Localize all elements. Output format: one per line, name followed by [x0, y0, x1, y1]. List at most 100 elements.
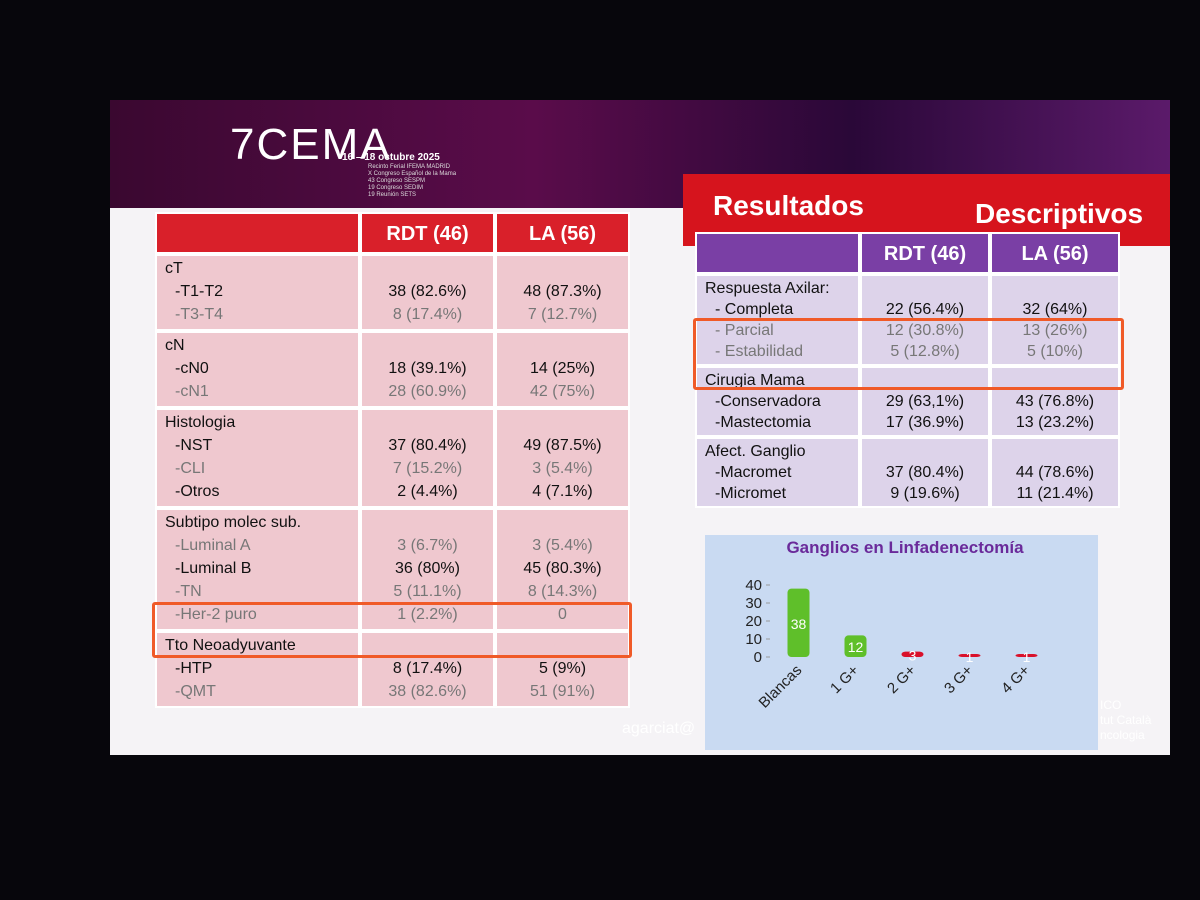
value-cell: 5 (9%) 51 (91%)	[495, 631, 630, 708]
bar	[844, 635, 867, 657]
row-value: 5 (11.1%)	[393, 583, 462, 600]
value-cell: 43 (76.8%) 13 (23.2%)	[990, 366, 1120, 437]
highlight-box	[152, 602, 632, 658]
row-value: 2 (4.4%)	[397, 483, 458, 500]
row-value: 28 (60.9%)	[388, 383, 467, 400]
row-value: 43 (76.8%)	[1015, 393, 1095, 410]
logo-line: Recinto Ferial IFEMA MADRID	[368, 164, 451, 170]
row-label: -Luminal A	[175, 537, 251, 554]
group-title: Afect. Ganglio	[705, 443, 806, 460]
header-cell	[695, 232, 860, 274]
value-cell: 48 (87.3%) 7 (12.7%)	[495, 254, 630, 331]
row-value: 11 (21.4%)	[1016, 485, 1094, 502]
chart-title: Ganglios en Linfadenectomía	[786, 538, 1024, 557]
footer-institution: ICO tut Català ncologia	[1100, 698, 1151, 743]
row-value: 4 (7.1%)	[532, 483, 593, 500]
header-cell	[155, 212, 360, 254]
row-value: 7 (12.7%)	[527, 306, 598, 323]
row-value: 5 (10%)	[1026, 343, 1084, 360]
row-value: 36 (80%)	[395, 560, 460, 577]
value-cell: 49 (87.5%) 3 (5.4%) 4 (7.1%)	[495, 408, 630, 508]
data-label: 12	[848, 639, 864, 655]
row-value: 3 (5.4%)	[532, 460, 593, 477]
y-tick-label: 0	[754, 649, 762, 666]
group-title: Subtipo molec sub.	[165, 514, 302, 531]
data-label: 38	[791, 616, 807, 632]
value-cell: 3 (5.4%) 45 (80.3%) 8 (14.3%) 0	[495, 508, 630, 631]
header-cell: LA (56)	[990, 232, 1120, 274]
bar	[958, 654, 981, 657]
value-cell: 14 (25%) 42 (75%)	[495, 331, 630, 408]
row-value: 9 (19.6%)	[890, 485, 960, 502]
footer-email: agarciat@	[622, 720, 696, 737]
bar	[1015, 654, 1038, 657]
data-label: 1	[1023, 649, 1031, 665]
data-label: 1	[966, 649, 974, 665]
institution-line: tut Català	[1100, 713, 1152, 727]
row-value: 51 (91%)	[530, 683, 595, 700]
group-cell: Afect. Ganglio -Macromet -Micromet	[695, 437, 860, 508]
logo-dates: 16 – 18 octubre 2025	[342, 152, 440, 163]
header-cell: LA (56)	[495, 212, 630, 254]
row-value: 7 (15.2%)	[392, 460, 463, 477]
row-label: - Parcial	[715, 322, 774, 339]
group-cell: cN -cN0 -cN1	[155, 331, 360, 408]
row-value: 8 (17.4%)	[392, 660, 463, 677]
group-cell: Cirugia Mama -Conservadora -Mastectomia	[695, 366, 860, 437]
row-label: -Mastectomia	[715, 414, 812, 431]
chart-background	[705, 535, 1098, 750]
group-title: Cirugia Mama	[705, 372, 805, 389]
row-value: 14 (25%)	[530, 360, 595, 377]
logo-line: X Congreso Español de la Mama	[368, 171, 457, 177]
row-label: -HTP	[175, 660, 213, 677]
row-value: 3 (5.4%)	[532, 537, 593, 554]
row-value: 13 (23.2%)	[1015, 414, 1095, 431]
row-label: -CLI	[175, 460, 206, 477]
row-label: -Conservadora	[715, 393, 821, 410]
row-label: -T1-T2	[175, 283, 223, 300]
row-label: -NST	[175, 437, 213, 454]
row-value: 44 (78.6%)	[1015, 464, 1095, 481]
value-cell: 37 (80.4%) 9 (19.6%)	[860, 437, 990, 508]
y-tick-label: 10	[745, 631, 762, 648]
row-value: 49 (87.5%)	[523, 437, 602, 454]
group-title: Tto Neoadyuvante	[165, 637, 296, 654]
row-value: 38 (82.6%)	[388, 683, 467, 700]
row-label: -Her-2 puro	[175, 606, 257, 623]
value-cell: 29 (63,1%) 17 (36.9%)	[860, 366, 990, 437]
value-cell: 18 (39.1%) 28 (60.9%)	[360, 331, 495, 408]
data-label: 3	[909, 647, 917, 663]
row-value: 32 (64%)	[1022, 301, 1088, 318]
bar	[787, 588, 810, 657]
row-value: 3 (6.7%)	[397, 537, 458, 554]
row-value: 5 (12.8%)	[890, 343, 960, 360]
row-value: 8 (17.4%)	[392, 306, 463, 323]
group-title: Histologia	[165, 414, 236, 431]
group-cell: cT -T1-T2 -T3-T4	[155, 254, 360, 331]
group-title: cT	[165, 260, 183, 277]
y-tick-label: 40	[745, 577, 762, 594]
row-value: 17 (36.9%)	[885, 414, 965, 431]
highlight-box	[693, 318, 1124, 390]
header-cell: RDT (46)	[860, 232, 990, 274]
row-label: -cN0	[175, 360, 209, 377]
value-cell: 3 (6.7%) 36 (80%) 5 (11.1%) 1 (2.2%)	[360, 508, 495, 631]
value-cell: 44 (78.6%) 11 (21.4%)	[990, 437, 1120, 508]
row-value: 0	[558, 606, 567, 623]
group-cell: Histologia -NST -CLI -Otros	[155, 408, 360, 508]
logo-mark: 7CEMA	[230, 120, 392, 169]
row-label: -QMT	[175, 683, 216, 700]
institution-line: ncologia	[1100, 728, 1145, 742]
row-value: 18 (39.1%)	[388, 360, 467, 377]
row-label: -TN	[175, 583, 202, 600]
group-cell: Subtipo molec sub. -Luminal A -Luminal B -T…	[155, 508, 360, 631]
value-cell: 37 (80.4%) 7 (15.2%) 2 (4.4%)	[360, 408, 495, 508]
row-value: 37 (80.4%)	[885, 464, 965, 481]
row-value: 13 (26%)	[1022, 322, 1088, 339]
logo-line: 19 Reunión SETS	[368, 192, 417, 198]
row-value: 48 (87.3%)	[523, 283, 602, 300]
row-value: 42 (75%)	[530, 383, 595, 400]
institution-line: ICO	[1100, 698, 1122, 712]
logo-line: 19 Congreso SEDIM	[368, 185, 424, 191]
